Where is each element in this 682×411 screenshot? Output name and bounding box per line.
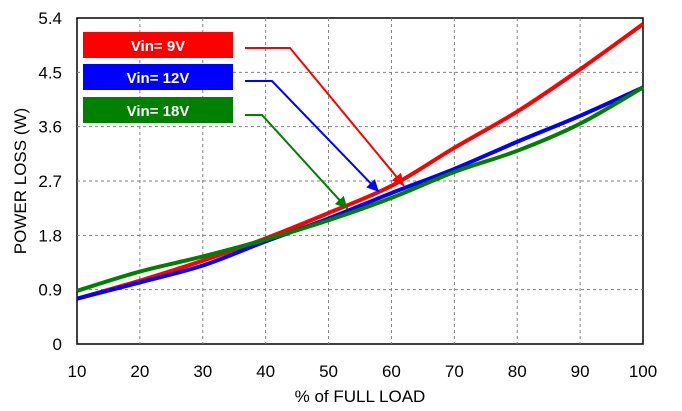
x-tick-label: 50 xyxy=(319,362,338,381)
x-tick-label: 90 xyxy=(571,362,590,381)
legend-swatch-2 xyxy=(83,97,233,123)
y-tick-label: 1.8 xyxy=(38,226,62,245)
legend-swatch-0 xyxy=(83,32,233,58)
x-tick-label: 80 xyxy=(508,362,527,381)
y-tick-label: 2.7 xyxy=(38,172,62,191)
series-line-1 xyxy=(76,85,644,301)
x-tick-label: 60 xyxy=(382,362,401,381)
annotation-arrow-head-1 xyxy=(366,179,379,192)
annotation-arrow-line-1 xyxy=(245,80,380,193)
x-tick-labels: 10 20 30 40 50 60 70 80 90 100 xyxy=(68,362,658,381)
x-axis-title: % of FULL LOAD xyxy=(295,387,426,406)
y-tick-label: 0.9 xyxy=(38,281,62,300)
y-tick-labels: 0 0.9 1.8 2.7 3.6 4.5 5.4 xyxy=(38,9,62,354)
x-tick-label: 20 xyxy=(130,362,149,381)
legend-label-1: Vin= 12V xyxy=(127,70,190,87)
legend: Vin= 9V Vin= 12V Vin= 18V xyxy=(83,32,233,123)
legend-label-0: Vin= 9V xyxy=(131,38,185,55)
y-tick-label: 4.5 xyxy=(38,63,62,82)
y-axis-title: POWER LOSS (W) xyxy=(11,108,30,254)
legend-label-2: Vin= 18V xyxy=(127,103,190,120)
x-tick-label: 40 xyxy=(256,362,275,381)
y-tick-label: 3.6 xyxy=(38,118,62,137)
series-lines xyxy=(76,22,645,301)
series-line-2 xyxy=(76,85,644,293)
x-tick-label: 10 xyxy=(68,362,87,381)
legend-arrows xyxy=(245,47,405,210)
y-tick-label: 0 xyxy=(53,335,62,354)
x-tick-label: 70 xyxy=(445,362,464,381)
series-line-0 xyxy=(76,22,645,301)
x-tick-label: 30 xyxy=(193,362,212,381)
y-tick-label: 5.4 xyxy=(38,9,62,28)
annotation-arrow-head-2 xyxy=(334,195,348,209)
annotation-arrow-line-2 xyxy=(245,114,349,210)
annotation-arrow-line-0 xyxy=(245,47,405,187)
x-tick-label: 100 xyxy=(629,362,657,381)
annotation-arrow-head-0 xyxy=(391,172,405,186)
legend-swatch-1 xyxy=(83,64,233,90)
